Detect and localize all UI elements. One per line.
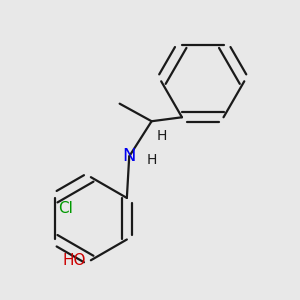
Text: N: N: [122, 147, 136, 165]
Text: H: H: [147, 153, 157, 166]
Text: Cl: Cl: [58, 201, 73, 216]
Text: HO: HO: [63, 253, 86, 268]
Text: H: H: [156, 129, 167, 143]
